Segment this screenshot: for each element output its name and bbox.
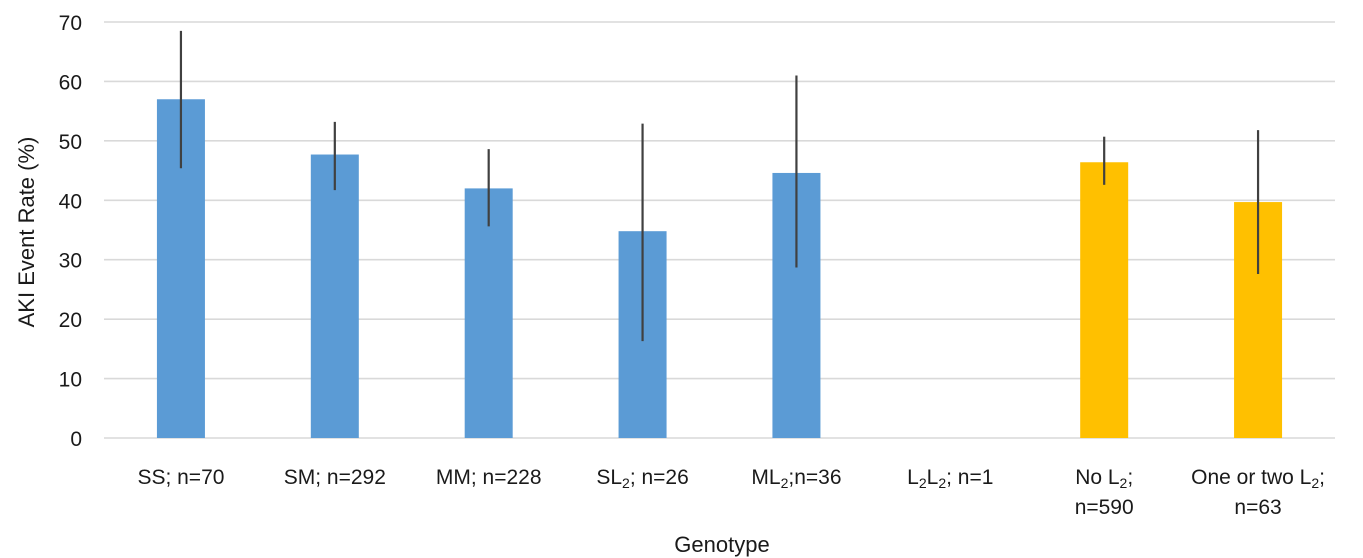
y-axis-ticks: 0 10 20 30 40 50 60 70 xyxy=(59,12,82,451)
gridlines xyxy=(104,22,1335,438)
category-label: SM; n=292 xyxy=(284,466,386,489)
category-label: SS; n=70 xyxy=(137,466,224,489)
category-label: One or two L2; xyxy=(1191,466,1325,491)
x-axis-label: Genotype xyxy=(674,532,769,557)
x-axis-categories: SS; n=70 SM; n=292 MM; n=228 SL2; n=26 ML2;n… xyxy=(137,466,1325,519)
category-label: SL2; n=26 xyxy=(596,466,688,491)
bar xyxy=(1080,162,1128,438)
category-label: ML2;n=36 xyxy=(751,466,841,491)
category-label: n=63 xyxy=(1234,496,1281,519)
category-label: No L2; xyxy=(1075,466,1133,491)
bar xyxy=(311,155,359,438)
category-label: MM; n=228 xyxy=(436,466,542,489)
category-label: n=590 xyxy=(1075,496,1134,519)
category-label: L2L2; n=1 xyxy=(907,466,993,491)
y-tick-label: 60 xyxy=(59,71,82,94)
y-tick-label: 50 xyxy=(59,131,82,154)
bars xyxy=(157,99,1282,438)
y-tick-label: 10 xyxy=(59,369,82,392)
y-axis-label: AKI Event Rate (%) xyxy=(14,137,39,328)
y-tick-label: 40 xyxy=(59,190,82,213)
y-tick-label: 0 xyxy=(70,428,82,451)
y-tick-label: 20 xyxy=(59,309,82,332)
y-tick-label: 30 xyxy=(59,250,82,273)
y-tick-label: 70 xyxy=(59,12,82,35)
